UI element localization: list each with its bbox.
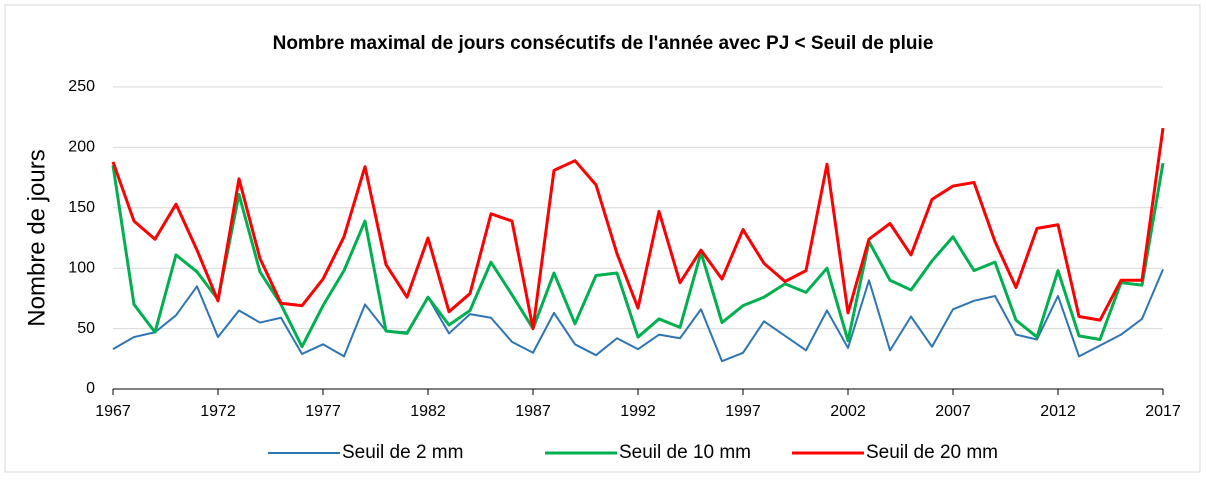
legend-label: Seuil de 2 mm bbox=[342, 442, 463, 463]
y-tick-label: 200 bbox=[68, 139, 95, 156]
x-tick-label: 1982 bbox=[410, 403, 446, 420]
y-tick-label: 50 bbox=[77, 320, 95, 337]
chart-title: Nombre maximal de jours consécutifs de l… bbox=[273, 33, 934, 54]
x-tick-label: 1967 bbox=[95, 403, 131, 420]
y-tick-label: 250 bbox=[68, 78, 95, 95]
x-tick-label: 1977 bbox=[305, 403, 341, 420]
x-tick-label: 2017 bbox=[1145, 403, 1181, 420]
x-tick-label: 1987 bbox=[515, 403, 551, 420]
x-tick-label: 1972 bbox=[200, 403, 236, 420]
chart-frame bbox=[4, 4, 1201, 473]
legend-label: Seuil de 10 mm bbox=[619, 442, 751, 463]
x-tick-label: 1992 bbox=[620, 403, 656, 420]
y-axis-label: Nombre de jours bbox=[23, 149, 50, 326]
y-tick-label: 0 bbox=[86, 380, 95, 397]
y-tick-label: 100 bbox=[68, 259, 95, 276]
x-tick-label: 2002 bbox=[830, 403, 866, 420]
series-line bbox=[111, 127, 1165, 331]
series-line bbox=[111, 162, 1165, 349]
x-tick-label: 2007 bbox=[935, 403, 971, 420]
y-tick-label: 150 bbox=[68, 199, 95, 216]
series-line bbox=[112, 269, 1164, 363]
x-tick-label: 1997 bbox=[725, 403, 761, 420]
legend-label: Seuil de 20 mm bbox=[866, 442, 998, 463]
x-tick-label: 2012 bbox=[1040, 403, 1076, 420]
